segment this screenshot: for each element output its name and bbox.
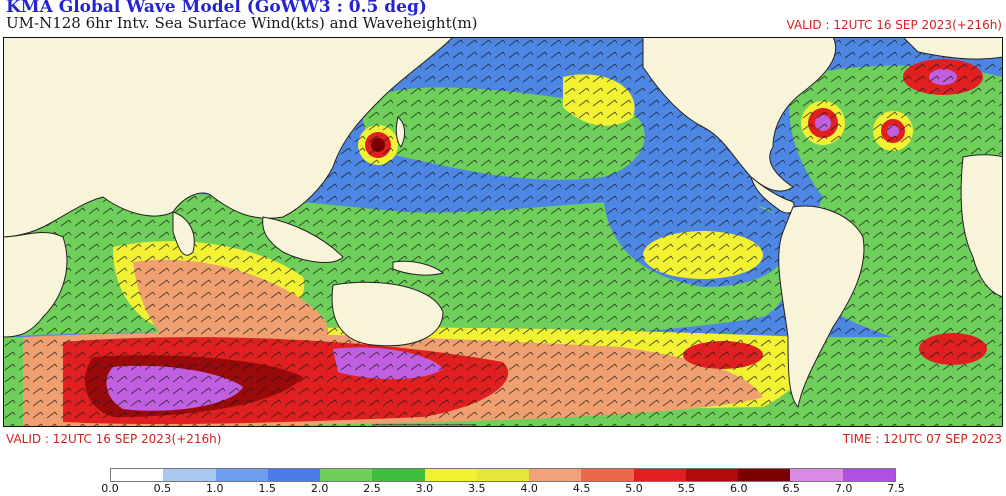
legend-swatch: [633, 469, 686, 481]
legend-swatch: [163, 469, 216, 481]
legend-swatch: [424, 469, 477, 481]
color-legend-bar: [110, 468, 896, 482]
legend-tick-label: 2.5: [363, 482, 381, 495]
legend-swatch: [685, 469, 739, 481]
color-legend-labels: 0.0 0.5 1.0 1.5 2.0 2.5 3.0 3.5 4.0 4.5 5.0 5.5 6.0 6…: [0, 482, 1006, 496]
legend-swatch: [738, 469, 791, 481]
legend-tick-label: 1.0: [206, 482, 224, 495]
landmass-australia: [331, 281, 444, 347]
map-title: KMA Global Wave Model (GoWW3 : 0.5 deg): [6, 0, 427, 17]
legend-swatch: [320, 469, 373, 481]
landmass-asia-europe: [3, 37, 454, 238]
legend-swatch: [842, 469, 895, 481]
valid-time-top: VALID : 12UTC 16 SEP 2023(+216h): [786, 18, 1002, 32]
legend-swatch: [790, 469, 843, 481]
landmass-japan: [395, 116, 406, 148]
legend-tick-label: 6.5: [782, 482, 800, 495]
legend-tick-label: 5.0: [625, 482, 643, 495]
landmass-north-america: [642, 37, 837, 192]
landmass-southeast-asia: [262, 216, 344, 263]
map-subtitle: UM-N128 6hr Intv. Sea Surface Wind(kts) …: [6, 14, 478, 32]
legend-tick-label: 4.5: [572, 482, 591, 495]
legend-tick-label: 3.5: [468, 482, 486, 495]
analysis-time: TIME : 12UTC 07 SEP 2023: [842, 432, 1002, 446]
legend-tick-label: 4.0: [520, 482, 538, 495]
legend-tick-label: 6.0: [730, 482, 748, 495]
legend-swatch: [581, 469, 634, 481]
legend-swatch: [372, 469, 425, 481]
legend-tick-label: 0.5: [153, 482, 172, 495]
valid-time-bottom: VALID : 12UTC 16 SEP 2023(+216h): [6, 432, 222, 446]
legend-swatch: [529, 469, 582, 481]
landmass-africa-east: [960, 154, 1003, 298]
legend-swatch: [215, 469, 268, 481]
legend-tick-label: 7.0: [834, 482, 853, 495]
legend-swatch: [267, 469, 321, 481]
map-frame: [3, 37, 1003, 427]
legend-tick-label: 7.5: [887, 482, 905, 495]
landmass-india: [172, 211, 195, 256]
legend-swatch: [111, 469, 164, 481]
wave-height-map: [3, 37, 1003, 427]
legend-tick-label: 1.5: [258, 482, 276, 495]
legend-tick-label: 3.0: [415, 482, 434, 495]
landmass-south-america: [778, 205, 865, 409]
legend-swatch: [476, 469, 530, 481]
legend-tick-label: 0.0: [101, 482, 119, 495]
landmass-africa: [3, 232, 68, 338]
legend-tick-label: 2.0: [310, 482, 329, 495]
landmass-new-guinea: [392, 260, 445, 276]
legend-tick-label: 5.5: [677, 482, 696, 495]
